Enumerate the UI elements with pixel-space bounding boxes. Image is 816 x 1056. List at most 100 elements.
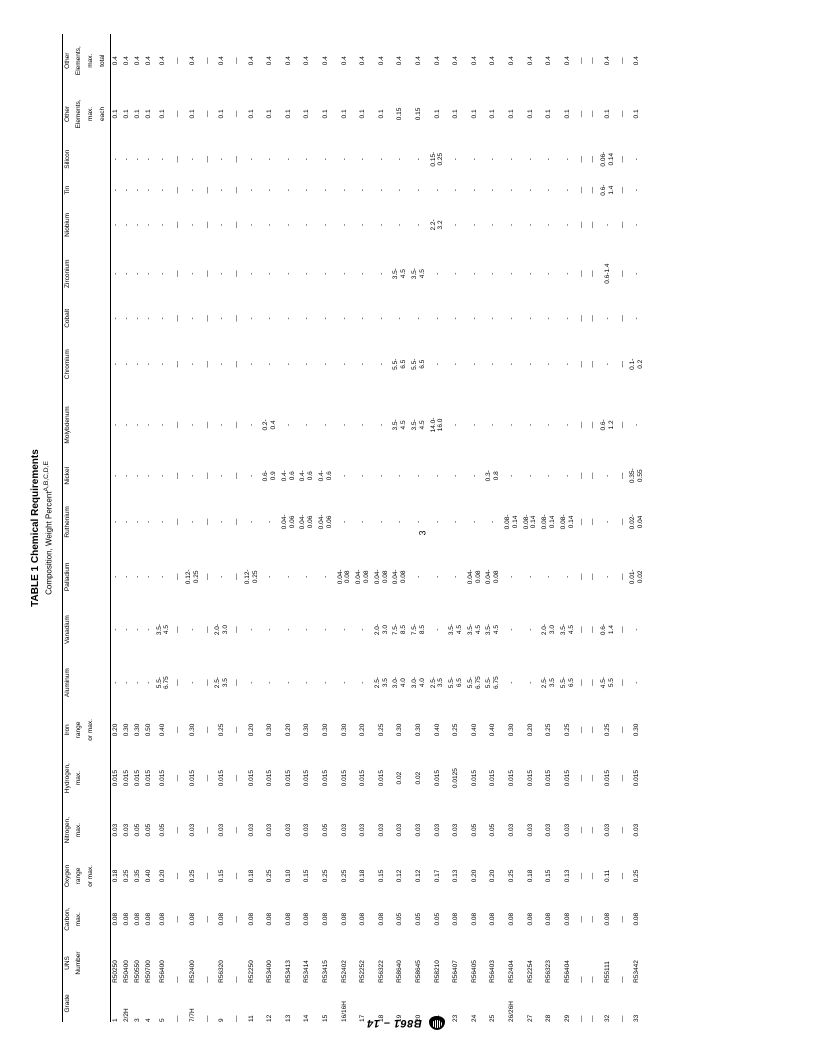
value-cell: — xyxy=(202,337,213,392)
uns-cell: — xyxy=(588,941,599,985)
value-cell: — xyxy=(577,897,588,941)
value-cell: - xyxy=(503,178,522,203)
value-cell: 3.0-4.0 xyxy=(410,656,429,709)
value-cell: 0.015 xyxy=(110,751,121,806)
value-cell: - xyxy=(503,140,522,177)
value-cell: — xyxy=(577,458,588,493)
value-cell: 0.03 xyxy=(372,806,391,855)
column-header xyxy=(86,202,98,247)
column-header: Silicon xyxy=(62,140,74,177)
value-cell: 3.5-4.5 xyxy=(465,603,484,656)
value-cell: 0.08 xyxy=(279,897,298,941)
value-cell: - xyxy=(110,493,121,550)
value-cell: 0.08 xyxy=(213,897,232,941)
column-header xyxy=(98,709,110,750)
value-cell: - xyxy=(484,247,503,300)
value-cell: — xyxy=(617,392,628,459)
value-cell: - xyxy=(521,392,540,459)
value-cell: — xyxy=(202,493,213,550)
value-cell: - xyxy=(122,656,133,709)
value-cell: 0.4 xyxy=(132,34,143,87)
value-cell: 0.20 xyxy=(110,709,121,750)
value-cell: — xyxy=(202,247,213,300)
column-header: or max. xyxy=(86,855,98,898)
value-cell: 5.5-6.75 xyxy=(154,656,173,709)
value-cell: - xyxy=(628,603,647,656)
value-cell: - xyxy=(335,603,354,656)
value-cell: - xyxy=(122,202,133,247)
value-cell: 0.18 xyxy=(242,855,261,898)
value-cell: - xyxy=(484,337,503,392)
value-cell: — xyxy=(588,300,599,337)
table-row: 14R534140.080.150.030.0150.30---0.04-0.0… xyxy=(298,34,317,1022)
value-cell: 0.08 xyxy=(354,897,373,941)
value-cell: 0.11 xyxy=(598,855,617,898)
value-cell: - xyxy=(447,140,466,177)
value-cell: — xyxy=(173,87,184,140)
table-row: ————————————————————— xyxy=(588,34,599,1022)
value-cell: 0.04-0.06 xyxy=(317,493,336,550)
value-cell: — xyxy=(173,806,184,855)
value-cell: — xyxy=(577,300,588,337)
value-cell: 0.18 xyxy=(521,855,540,898)
table-row: 1R502500.080.180.030.0150.20------------… xyxy=(110,34,121,1022)
table-row: 20R586450.050.120.030.020.303.0-4.07.5-8… xyxy=(410,34,429,1022)
value-cell: - xyxy=(154,140,173,177)
value-cell: - xyxy=(298,247,317,300)
value-cell: 0.1 xyxy=(354,87,373,140)
column-header: range xyxy=(74,709,86,750)
value-cell: - xyxy=(143,392,154,459)
value-cell: - xyxy=(598,300,617,337)
value-cell: — xyxy=(173,603,184,656)
value-cell: - xyxy=(410,493,429,550)
value-cell: - xyxy=(110,178,121,203)
value-cell: - xyxy=(410,140,429,177)
value-cell: - xyxy=(183,300,202,337)
value-cell: 0.0125 xyxy=(447,751,466,806)
value-cell: — xyxy=(617,493,628,550)
value-cell: - xyxy=(503,458,522,493)
value-cell: 0.1 xyxy=(213,87,232,140)
value-cell: — xyxy=(202,392,213,459)
table-row: ————————————————————— xyxy=(617,34,628,1022)
value-cell: — xyxy=(577,34,588,87)
value-cell: - xyxy=(428,247,447,300)
table-row: 3R505500.080.350.050.0150.30------------… xyxy=(132,34,143,1022)
astm-logo-icon xyxy=(429,1016,445,1030)
value-cell: - xyxy=(261,337,280,392)
uns-cell: R58640 xyxy=(391,941,410,985)
value-cell: 0.4 xyxy=(628,34,647,87)
column-header xyxy=(74,337,86,392)
value-cell: — xyxy=(173,392,184,459)
value-cell: 0.4-0.6 xyxy=(298,458,317,493)
column-header: Niobium xyxy=(62,202,74,247)
column-header xyxy=(98,140,110,177)
value-cell: - xyxy=(122,140,133,177)
table-row: 5R564000.080.200.050.0150.405.5-6.753.5-… xyxy=(154,34,173,1022)
column-header: max. xyxy=(86,87,98,140)
value-cell: - xyxy=(521,603,540,656)
uns-cell: R50250 xyxy=(110,941,121,985)
value-cell: 0.4 xyxy=(317,34,336,87)
value-cell: 0.1 xyxy=(503,87,522,140)
value-cell: — xyxy=(588,337,599,392)
value-cell: — xyxy=(202,458,213,493)
value-cell: — xyxy=(577,140,588,177)
value-cell: - xyxy=(317,178,336,203)
column-header: Chromium xyxy=(62,337,74,392)
subtitle-text: Composition, Weight Percent xyxy=(45,491,54,594)
uns-cell: — xyxy=(577,941,588,985)
table-row: 24R564050.080.200.050.0150.405.5-6.753.5… xyxy=(465,34,484,1022)
value-cell: 0.20 xyxy=(484,855,503,898)
value-cell: - xyxy=(410,300,429,337)
value-cell: - xyxy=(183,337,202,392)
uns-cell: R52404 xyxy=(503,941,522,985)
value-cell: - xyxy=(447,178,466,203)
value-cell: - xyxy=(628,202,647,247)
value-cell: - xyxy=(410,551,429,604)
value-cell: - xyxy=(354,178,373,203)
value-cell: — xyxy=(202,140,213,177)
value-cell: 0.1 xyxy=(335,87,354,140)
value-cell: 0.015 xyxy=(428,751,447,806)
page-footer: B861 – 14 xyxy=(0,1016,816,1030)
